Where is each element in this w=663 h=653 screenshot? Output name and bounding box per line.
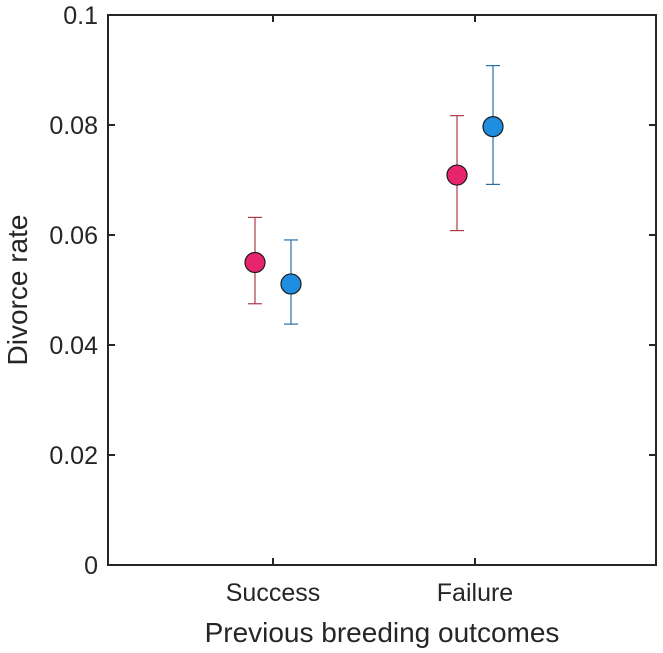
x-axis-title: Previous breeding outcomes [205,617,560,648]
x-tick-label: Failure [437,579,513,607]
chart-marks: 0 0.02 0.04 0.06 0.08 0.1 Success Failure [49,2,656,607]
y-tick-label: 0.02 [49,442,98,470]
data-point [244,251,266,274]
y-axis-title: Divorce rate [2,215,33,366]
y-tick-label: 0 [84,552,98,580]
data-point [280,273,302,295]
data-point [482,116,504,138]
y-tick-label: 0.04 [49,332,98,360]
plot-area [107,14,657,566]
y-tick-label: 0.08 [49,112,98,140]
x-tick-label: Success [226,579,320,607]
data-point [446,164,468,186]
y-tick-label: 0.06 [49,222,98,250]
y-tick-label: 0.1 [63,2,98,30]
